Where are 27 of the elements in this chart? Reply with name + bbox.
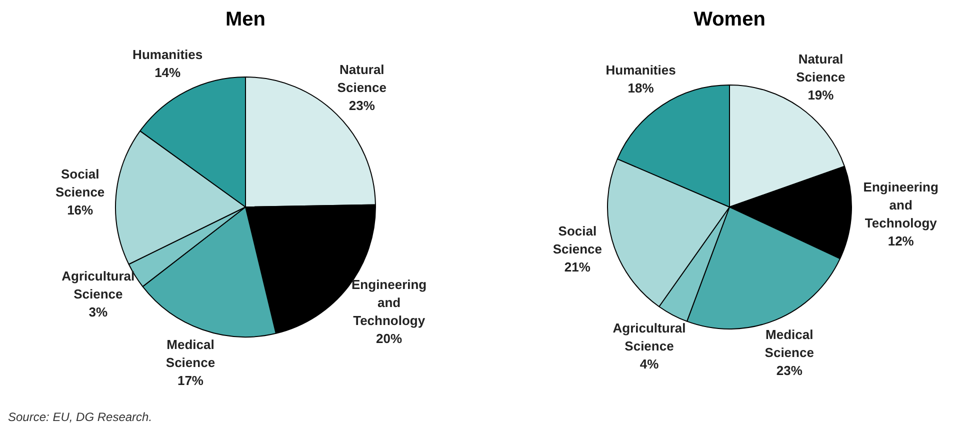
data-label: 14%	[154, 65, 182, 80]
data-label: 19%	[808, 88, 834, 103]
data-label: 23%	[776, 362, 803, 378]
slice-label: Natural Science	[337, 62, 386, 96]
slice-label: Agricultural Science	[612, 320, 686, 354]
slice-label: Social Science	[56, 166, 105, 200]
slice-label: Agricultural Science	[62, 268, 135, 302]
slice-label: Medical Science	[764, 326, 814, 360]
slice-label: Engineering and Technology	[863, 180, 938, 231]
slice-label: Medical Science	[166, 337, 216, 370]
data-label: 17%	[177, 373, 204, 388]
data-label: 21%	[564, 260, 591, 275]
chart-title: Men	[226, 8, 266, 31]
slice-label: Humanities	[606, 62, 676, 78]
data-label: 4%	[640, 356, 660, 372]
source-note: Source: EU, DG Research.	[8, 410, 154, 424]
data-label: 16%	[67, 202, 94, 218]
slice-label: Humanities	[132, 47, 203, 62]
slice-label: Natural Science	[796, 52, 846, 85]
data-label: 3%	[88, 304, 108, 320]
data-label: 12%	[888, 234, 914, 249]
chart-title: Women	[694, 8, 766, 31]
data-label: 20%	[376, 330, 403, 346]
slice-label: Social Science	[552, 224, 602, 257]
data-label: 23%	[348, 98, 376, 114]
slice-label: Engineering and Technology	[352, 276, 427, 328]
data-label: 18%	[628, 80, 654, 96]
